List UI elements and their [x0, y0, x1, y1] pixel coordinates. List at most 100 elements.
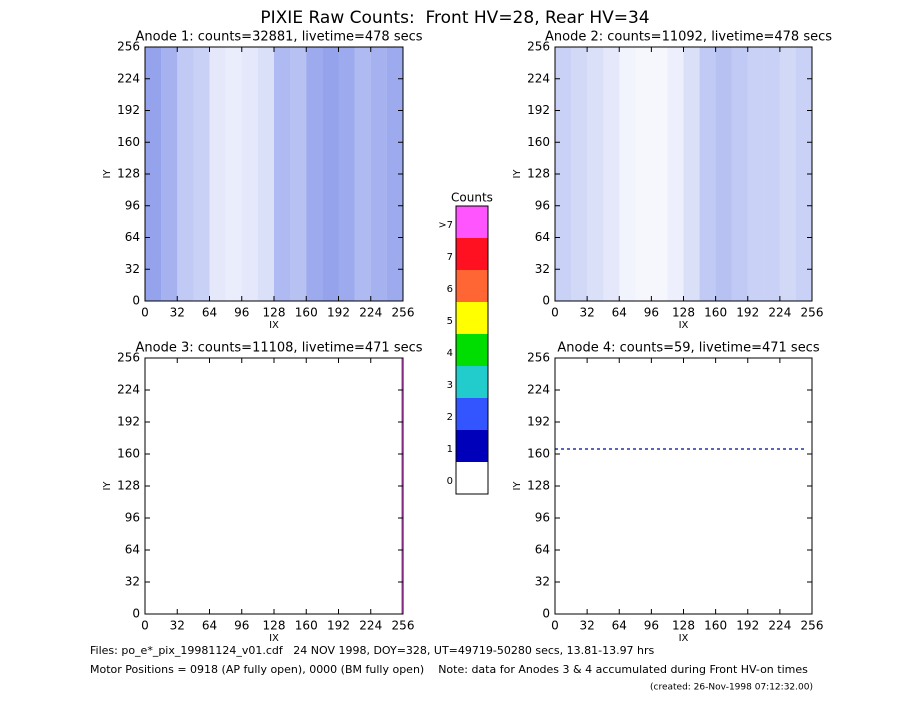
x-tick-label: 0 — [141, 306, 149, 320]
x-axis-label: IX — [269, 633, 279, 644]
x-tick-label: 192 — [327, 619, 350, 633]
y-tick-label: 64 — [535, 230, 550, 244]
density-cell — [306, 47, 323, 301]
x-tick-label: 160 — [704, 619, 727, 633]
density-cell — [667, 358, 683, 614]
density-cell — [716, 358, 732, 614]
density-cell — [306, 358, 322, 614]
panel-title: Anode 1: counts=32881, livetime=478 secs — [135, 30, 422, 45]
colorbar-swatch — [456, 206, 488, 238]
density-cell — [731, 47, 748, 301]
y-tick-label: 96 — [535, 198, 550, 212]
density-cell — [258, 358, 274, 614]
density-cell — [635, 358, 651, 614]
colorbar-label: 0 — [447, 476, 453, 487]
density-cell — [161, 47, 178, 301]
panel-title: Anode 4: counts=59, livetime=471 secs — [557, 341, 819, 356]
x-tick-label: 32 — [170, 619, 185, 633]
y-tick-label: 192 — [117, 415, 140, 429]
y-tick-label: 256 — [527, 40, 550, 54]
figure-title: PIXIE Raw Counts: Front HV=28, Rear HV=3… — [260, 8, 649, 28]
density-cell — [322, 358, 338, 614]
x-tick-label: 256 — [801, 619, 824, 633]
x-tick-label: 128 — [263, 619, 286, 633]
footer-line: Motor Positions = 0918 (AP fully open), … — [90, 663, 808, 676]
density-cell — [274, 47, 291, 301]
density-cell — [780, 358, 796, 614]
density-cell — [715, 47, 732, 301]
x-tick-label: 32 — [170, 306, 185, 320]
density-cell — [322, 47, 339, 301]
x-tick-label: 160 — [704, 306, 727, 320]
density-cell — [571, 358, 587, 614]
y-tick-label: 96 — [125, 511, 140, 525]
y-tick-label: 256 — [117, 40, 140, 54]
density-cell — [161, 358, 177, 614]
colorbar-label: 5 — [447, 316, 453, 327]
colorbar-label: >7 — [438, 220, 453, 231]
x-tick-label: 256 — [392, 306, 415, 320]
density-cell — [339, 358, 355, 614]
y-tick-label: 0 — [132, 607, 140, 621]
x-tick-label: 64 — [612, 306, 627, 320]
x-tick-label: 192 — [736, 619, 759, 633]
y-axis-label: IY — [512, 169, 523, 179]
x-tick-label: 160 — [295, 306, 318, 320]
density-cell — [338, 47, 355, 301]
y-tick-label: 0 — [542, 607, 550, 621]
colorbar-label: 6 — [447, 284, 453, 295]
y-tick-label: 256 — [527, 351, 550, 365]
y-axis-label: IY — [512, 481, 523, 491]
colorbar-swatch — [456, 302, 488, 334]
density-cell — [355, 358, 371, 614]
density-cell — [226, 358, 242, 614]
density-cell — [764, 358, 780, 614]
density-cell — [571, 47, 588, 301]
x-axis-label: IX — [679, 320, 689, 331]
density-cell — [290, 47, 307, 301]
colorbar-swatch — [456, 398, 488, 430]
x-tick-label: 96 — [644, 306, 659, 320]
footer-line: Files: po_e*_pix_19981124_v01.cdf 24 NOV… — [90, 644, 655, 657]
x-tick-label: 128 — [672, 306, 695, 320]
x-tick-label: 64 — [202, 306, 217, 320]
density-cell — [209, 47, 226, 301]
density-cell — [603, 358, 619, 614]
panel-title: Anode 3: counts=11108, livetime=471 secs — [135, 341, 422, 356]
y-tick-label: 0 — [132, 294, 140, 308]
x-tick-label: 224 — [359, 306, 382, 320]
colorbar-swatch — [456, 430, 488, 462]
colorbar-label: 7 — [447, 252, 453, 263]
density-cell — [779, 47, 796, 301]
y-tick-label: 160 — [527, 447, 550, 461]
x-tick-label: 224 — [768, 306, 791, 320]
density-cell — [210, 358, 226, 614]
y-tick-label: 0 — [542, 294, 550, 308]
y-tick-label: 192 — [527, 103, 550, 117]
density-cell — [177, 47, 194, 301]
y-axis-label: IY — [102, 169, 113, 179]
x-tick-label: 256 — [392, 619, 415, 633]
x-tick-label: 0 — [141, 619, 149, 633]
colorbar-swatch — [456, 270, 488, 302]
y-tick-label: 64 — [535, 543, 550, 557]
density-cell — [747, 47, 764, 301]
y-tick-label: 224 — [527, 71, 550, 85]
y-tick-label: 160 — [527, 135, 550, 149]
colorbar-label: 3 — [447, 380, 453, 391]
y-tick-label: 128 — [527, 479, 550, 493]
y-tick-label: 64 — [125, 543, 140, 557]
y-tick-label: 224 — [117, 71, 140, 85]
y-tick-label: 128 — [117, 479, 140, 493]
density-cell — [587, 358, 603, 614]
x-tick-label: 160 — [295, 619, 318, 633]
density-cell — [242, 358, 258, 614]
colorbar-swatch — [456, 462, 488, 494]
x-axis-label: IX — [269, 320, 279, 331]
density-cell — [619, 358, 635, 614]
density-cell — [225, 47, 242, 301]
density-cell — [274, 358, 290, 614]
colorbar-frame — [455, 205, 489, 495]
y-tick-label: 192 — [117, 103, 140, 117]
